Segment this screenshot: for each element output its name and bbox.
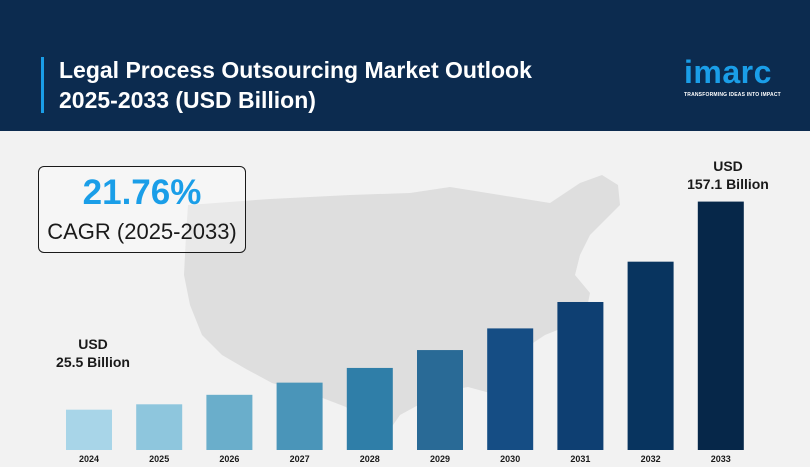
title-line-2: 2025-2033 (USD Billion): [59, 87, 316, 113]
imarc-logo: imarc TRANSFORMING IDEAS INTO IMPACT: [684, 56, 788, 102]
cagr-label: CAGR (2025-2033): [47, 219, 237, 244]
x-tick-label-2025: 2025: [149, 454, 169, 464]
bar-2031: [557, 301, 604, 450]
bar-2032: [627, 261, 674, 450]
header-banner: Legal Process Outsourcing Market Outlook…: [0, 0, 810, 131]
callout-end-unit: USD: [713, 158, 743, 174]
callout-start-value: USD 25.5 Billion: [38, 335, 148, 371]
logo-wordmark: imarc: [684, 54, 772, 90]
cagr-box: 21.76% CAGR (2025-2033): [38, 166, 246, 253]
bar-2029: [417, 350, 463, 450]
x-tick-label-2024: 2024: [79, 454, 99, 464]
bar-2028: [346, 367, 393, 450]
bar-2024: [66, 409, 112, 450]
callout-end-value: USD 157.1 Billion: [668, 157, 788, 193]
x-tick-label-2026: 2026: [219, 454, 239, 464]
chart-title: Legal Process Outsourcing Market Outlook…: [59, 55, 619, 115]
x-tick-label-2028: 2028: [360, 454, 380, 464]
x-tick-label-2029: 2029: [430, 454, 450, 464]
x-tick-label-2030: 2030: [500, 454, 520, 464]
x-tick-label-2027: 2027: [290, 454, 310, 464]
callout-start-unit: USD: [78, 336, 108, 352]
callout-start-amount: 25.5 Billion: [56, 354, 130, 370]
bar-2027: [276, 382, 323, 450]
title-line-1: Legal Process Outsourcing Market Outlook: [59, 57, 532, 83]
bar-2025: [136, 404, 183, 450]
bar-2026: [206, 394, 253, 450]
x-tick-label-2032: 2032: [641, 454, 661, 464]
bar-chart: 2024 2025 2026 2027 2028 2029 2030 2031 2032 2033: [66, 201, 744, 464]
cagr-value: 21.76%: [82, 173, 202, 212]
title-accent-bar: [41, 57, 44, 113]
x-tick-label-2031: 2031: [570, 454, 590, 464]
bar-2030: [487, 328, 534, 450]
x-tick-label-2033: 2033: [711, 454, 731, 464]
bar-2033: [697, 201, 744, 450]
callout-end-amount: 157.1 Billion: [687, 176, 769, 192]
logo-tagline: TRANSFORMING IDEAS INTO IMPACT: [684, 92, 781, 98]
